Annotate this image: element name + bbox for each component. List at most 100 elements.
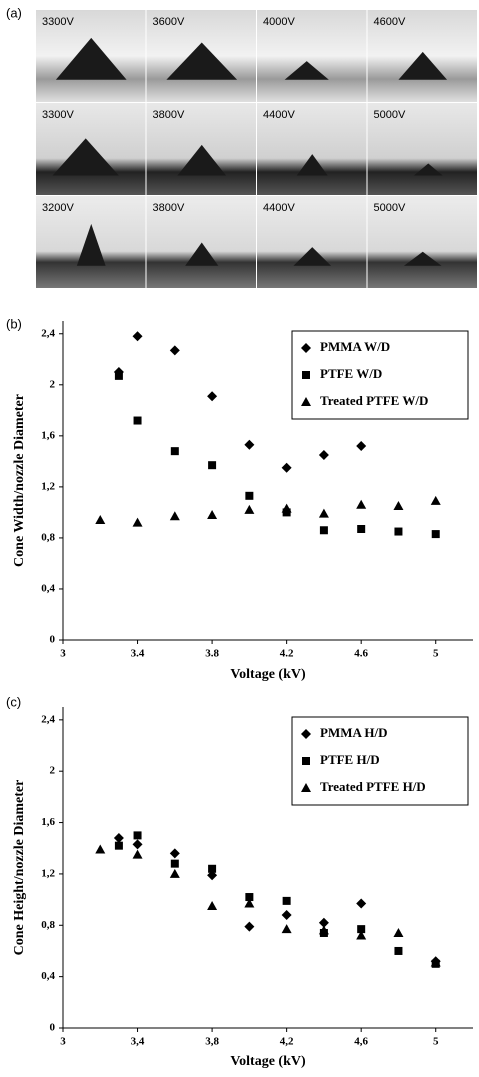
marker (356, 499, 367, 509)
y-tick-label: 2,4 (41, 713, 55, 725)
y-tick-label: 0,8 (41, 919, 55, 931)
marker (170, 447, 179, 456)
marker (132, 517, 143, 527)
marker (318, 925, 329, 935)
legend-label: Treated PTFE H/D (320, 779, 426, 794)
legend-marker (301, 343, 311, 353)
marker (356, 930, 367, 940)
marker (318, 449, 329, 460)
marker (95, 515, 106, 525)
photo-label: 5000V (374, 202, 406, 214)
cone (398, 51, 448, 80)
x-tick-label: 4.6 (354, 648, 368, 660)
marker (393, 927, 404, 937)
marker (207, 901, 218, 911)
x-axis-label: Voltage (kV) (230, 1054, 306, 1069)
marker (133, 416, 142, 425)
marker (244, 504, 255, 514)
cone (166, 42, 238, 80)
x-tick-label: 3,8 (205, 1036, 219, 1048)
y-tick-label: 0 (50, 1022, 56, 1034)
x-tick-label: 4,2 (280, 1036, 294, 1048)
x-tick-label: 3.8 (205, 648, 219, 660)
y-axis-label: Cone Width/nozzle Diameter (12, 394, 27, 567)
y-tick-label: 2,4 (41, 327, 55, 339)
legend-label: PTFE W/D (320, 366, 382, 381)
photo-label: 5000V (374, 109, 406, 121)
marker (244, 921, 255, 932)
y-tick-label: 0 (50, 634, 56, 646)
marker (394, 946, 403, 955)
photo-label: 4600V (374, 16, 406, 28)
photo-label: 3300V (42, 16, 74, 28)
photo (257, 10, 367, 102)
legend-label: PTFE H/D (320, 752, 380, 767)
x-tick-label: 5 (433, 648, 439, 660)
y-tick-label: 2 (50, 765, 56, 777)
panel-label: (b) (6, 316, 22, 331)
marker (114, 841, 123, 850)
legend-marker (302, 371, 310, 379)
y-tick-label: 0,8 (41, 531, 55, 543)
marker (430, 495, 441, 505)
cone (52, 138, 119, 176)
panel-label: (c) (6, 694, 21, 709)
marker (245, 893, 254, 902)
marker (169, 868, 180, 878)
cone (185, 242, 219, 266)
marker (356, 898, 367, 909)
cone (284, 61, 329, 80)
marker (208, 864, 217, 873)
x-tick-label: 3 (60, 648, 66, 660)
marker (281, 910, 292, 921)
marker (169, 511, 180, 521)
x-tick-label: 3,4 (131, 1036, 145, 1048)
y-tick-label: 1,2 (41, 867, 55, 879)
marker (357, 925, 366, 934)
marker (319, 526, 328, 535)
marker (207, 509, 218, 519)
marker (244, 898, 255, 908)
legend-marker (301, 783, 311, 792)
photo-label: 3200V (42, 202, 74, 214)
y-tick-label: 0,4 (41, 582, 55, 594)
legend-box (291, 330, 469, 420)
cone (293, 247, 332, 266)
photo-label: 4000V (263, 16, 295, 28)
marker (318, 508, 329, 518)
y-axis-label: Cone Height/nozzle Diameter (12, 780, 27, 956)
marker (208, 461, 217, 470)
photo (367, 103, 477, 195)
photo-label: 4400V (263, 109, 295, 121)
legend-marker (302, 757, 310, 765)
y-tick-label: 1,6 (41, 429, 55, 441)
cone (177, 144, 227, 176)
x-tick-label: 4,6 (354, 1036, 368, 1048)
cone (413, 163, 443, 176)
legend-label: PMMA W/D (320, 339, 390, 354)
marker (245, 491, 254, 500)
photo-grid: 3300V 3600V 4000V 4600V 3300V 3800V 4400V 5000V… (36, 10, 477, 288)
x-tick-label: 5 (433, 1036, 439, 1048)
marker (207, 391, 218, 402)
marker (132, 839, 143, 850)
cone (55, 37, 127, 80)
x-tick-label: 4.2 (280, 648, 294, 660)
legend-marker (301, 729, 311, 739)
legend-label: Treated PTFE W/D (320, 393, 428, 408)
marker (170, 859, 179, 868)
photo (257, 103, 367, 195)
legend-marker (301, 397, 311, 406)
cone (76, 223, 106, 266)
y-tick-label: 0,4 (41, 970, 55, 982)
marker (113, 832, 124, 843)
marker (169, 848, 180, 859)
marker (281, 503, 292, 513)
photo-label: 3800V (153, 202, 185, 214)
x-tick-label: 3 (60, 1036, 66, 1048)
marker (114, 371, 123, 380)
marker (132, 849, 143, 859)
photo-label: 3800V (153, 109, 185, 121)
